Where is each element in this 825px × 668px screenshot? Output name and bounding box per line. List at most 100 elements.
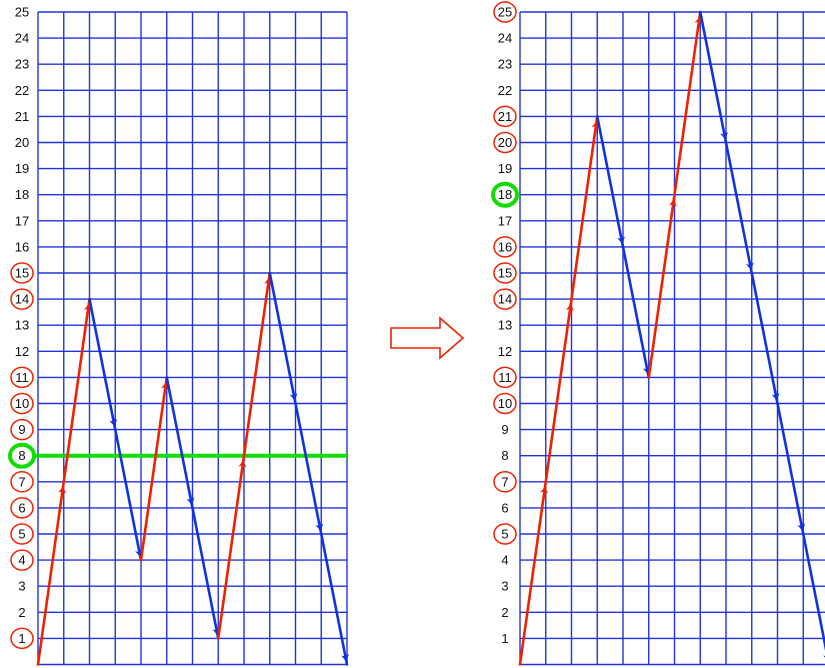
y-tick-label: 17 (15, 213, 29, 228)
down-segment (595, 115, 625, 249)
down-segment (294, 402, 323, 536)
up-segment (139, 376, 169, 562)
circled-level-marker (493, 262, 517, 284)
y-tick-label: 10 (15, 396, 29, 411)
y-tick-label: 8 (501, 448, 508, 463)
y-axis-labels: 1234567891011121314151617181920212223242… (491, 1, 519, 646)
y-tick-label: 2 (501, 605, 508, 620)
y-tick-label: 23 (498, 57, 512, 72)
circled-level-marker (10, 418, 34, 441)
y-tick-label: 15 (15, 266, 29, 281)
circled-level-marker (10, 392, 34, 415)
grid (37, 11, 348, 666)
y-tick-label: 5 (501, 527, 508, 542)
up-segment (673, 10, 702, 196)
circled-level-marker (10, 288, 34, 310)
circled-level-marker (493, 1, 517, 23)
down-segment (88, 297, 117, 431)
y-tick-label: 12 (15, 344, 29, 359)
y-tick-label: 12 (498, 344, 512, 359)
y-tick-label: 22 (498, 83, 512, 98)
y-tick-label: 11 (15, 370, 29, 385)
up-segment (62, 297, 91, 484)
y-tick-label: 7 (501, 474, 508, 489)
y-tick-label: 4 (501, 553, 508, 568)
y-tick-label: 24 (15, 31, 29, 46)
y-tick-label: 9 (501, 422, 508, 437)
down-segment (165, 376, 194, 510)
hollow-right-arrow-icon (390, 316, 465, 360)
down-segment (801, 532, 825, 651)
right-zigzag-panel: 1234567891011121314151617181920212223242… (491, 1, 825, 666)
y-tick-label: 22 (15, 83, 29, 98)
y-tick-label: 4 (18, 553, 25, 568)
up-segment (647, 193, 676, 379)
y-tick-label: 3 (501, 579, 508, 594)
circled-level-marker (493, 131, 517, 154)
circled-level-marker (10, 366, 34, 389)
circled-level-marker (493, 471, 517, 493)
y-tick-label: 21 (498, 109, 512, 124)
y-tick-label: 25 (498, 5, 512, 20)
grid (519, 11, 825, 666)
y-tick-label: 7 (18, 474, 25, 489)
highlight-circle (491, 181, 519, 208)
down-segment (621, 245, 651, 379)
y-tick-label: 1 (18, 631, 25, 646)
y-tick-label: 13 (15, 318, 29, 333)
circled-level-marker (10, 471, 34, 493)
left-zigzag-panel: 1234567891011121314151617181920212223242… (8, 5, 349, 666)
up-segment (216, 454, 246, 640)
circled-level-marker (10, 627, 34, 650)
y-tick-label: 16 (15, 239, 29, 254)
y-tick-label: 1 (501, 631, 508, 646)
y-tick-label: 13 (498, 318, 512, 333)
y-tick-label: 6 (18, 500, 25, 515)
y-tick-label: 8 (18, 448, 25, 463)
up-segment (36, 480, 66, 666)
y-tick-label: 19 (498, 161, 512, 176)
circled-level-marker (493, 288, 517, 310)
circled-level-marker (10, 262, 34, 284)
up-segment (544, 297, 573, 484)
y-tick-label: 19 (15, 161, 29, 176)
y-tick-label: 14 (15, 292, 29, 307)
y-tick-label: 14 (498, 292, 512, 307)
y-tick-label: 3 (18, 579, 25, 594)
y-tick-label: 24 (498, 31, 512, 46)
down-segment (750, 271, 779, 405)
up-segment (570, 115, 599, 301)
down-segment (191, 506, 220, 640)
y-tick-label: 2 (18, 605, 25, 620)
circled-level-marker (493, 236, 517, 258)
y-tick-label: 25 (15, 5, 29, 20)
circled-level-marker (10, 549, 34, 571)
up-segment (242, 271, 272, 458)
up-segment (518, 480, 548, 666)
y-tick-label: 5 (18, 527, 25, 542)
y-tick-label: 20 (498, 135, 512, 150)
down-segment (319, 532, 349, 666)
down-segment (724, 141, 754, 275)
down-segment (113, 428, 143, 562)
circled-level-marker (493, 523, 517, 545)
y-tick-label: 15 (498, 266, 512, 281)
circled-level-marker (493, 392, 517, 415)
circled-level-marker (493, 105, 517, 128)
y-tick-label: 17 (498, 213, 512, 228)
zigzag-path (36, 271, 349, 666)
zigzag-path (518, 10, 825, 666)
circled-level-marker (10, 523, 34, 545)
y-tick-label: 20 (15, 135, 29, 150)
down-segment (698, 10, 728, 144)
y-tick-label: 16 (498, 239, 512, 254)
y-tick-label: 11 (498, 370, 512, 385)
down-segment (776, 402, 805, 536)
circled-level-marker (493, 366, 517, 389)
circled-level-marker (10, 497, 34, 519)
y-axis-labels: 1234567891011121314151617181920212223242… (8, 5, 36, 650)
y-tick-label: 23 (15, 57, 29, 72)
y-tick-label: 21 (15, 109, 29, 124)
y-tick-label: 10 (498, 396, 512, 411)
